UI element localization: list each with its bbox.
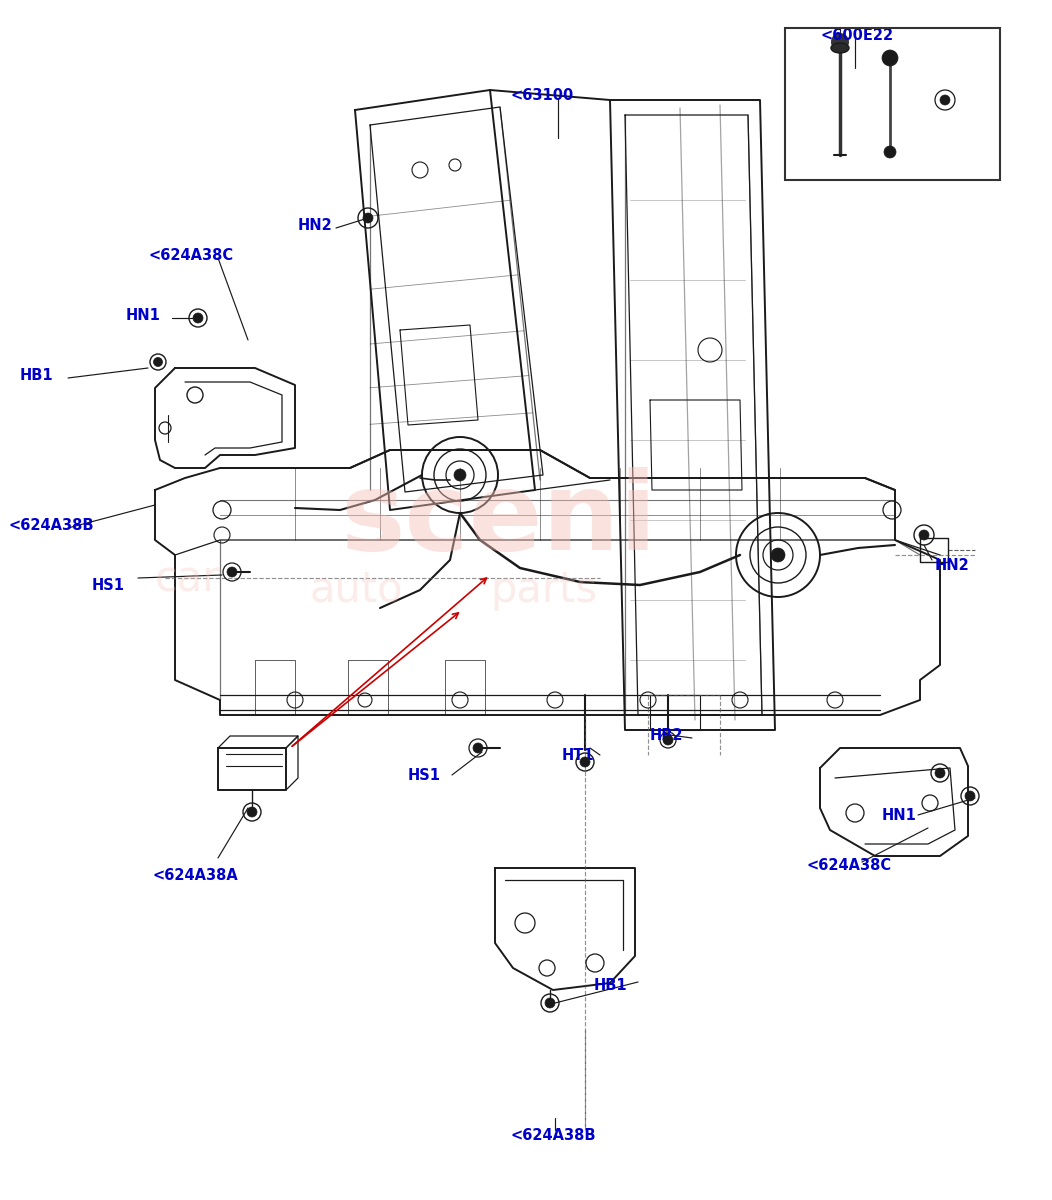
Circle shape (193, 313, 203, 323)
Circle shape (473, 743, 483, 754)
Text: HS1: HS1 (92, 578, 125, 593)
Bar (785, 28, 1000, 180)
Circle shape (882, 50, 898, 66)
Text: HB1: HB1 (20, 368, 54, 383)
Text: <624A38A: <624A38A (151, 868, 238, 883)
Circle shape (965, 791, 975, 802)
Circle shape (454, 469, 466, 481)
Circle shape (663, 734, 673, 745)
Text: HN1: HN1 (126, 308, 161, 323)
Text: HS1: HS1 (408, 768, 441, 782)
Circle shape (919, 530, 929, 540)
Text: HN1: HN1 (882, 808, 917, 823)
Circle shape (940, 95, 950, 104)
Circle shape (227, 566, 237, 577)
Text: auto: auto (310, 569, 404, 611)
Text: car: car (155, 559, 221, 601)
Text: <600E22: <600E22 (820, 28, 893, 43)
Text: <624A38B: <624A38B (8, 518, 94, 533)
Circle shape (884, 146, 896, 158)
Text: <624A38C: <624A38C (806, 858, 891, 874)
Ellipse shape (831, 43, 849, 53)
Circle shape (771, 548, 785, 562)
Text: <624A38C: <624A38C (148, 248, 234, 263)
Text: <624A38B: <624A38B (510, 1128, 595, 1142)
Circle shape (580, 757, 590, 767)
Circle shape (545, 998, 555, 1008)
Text: <63100: <63100 (510, 88, 573, 103)
Text: HB1: HB1 (594, 978, 628, 994)
Circle shape (154, 358, 162, 366)
Circle shape (831, 32, 849, 50)
Text: parts: parts (490, 569, 598, 611)
Text: HT1: HT1 (562, 748, 594, 763)
Text: sceni: sceni (340, 467, 656, 572)
Circle shape (935, 768, 945, 778)
Text: HN2: HN2 (298, 218, 332, 233)
Circle shape (363, 214, 373, 223)
Circle shape (247, 806, 257, 817)
Text: HN2: HN2 (935, 558, 970, 572)
Text: HB2: HB2 (650, 728, 684, 743)
